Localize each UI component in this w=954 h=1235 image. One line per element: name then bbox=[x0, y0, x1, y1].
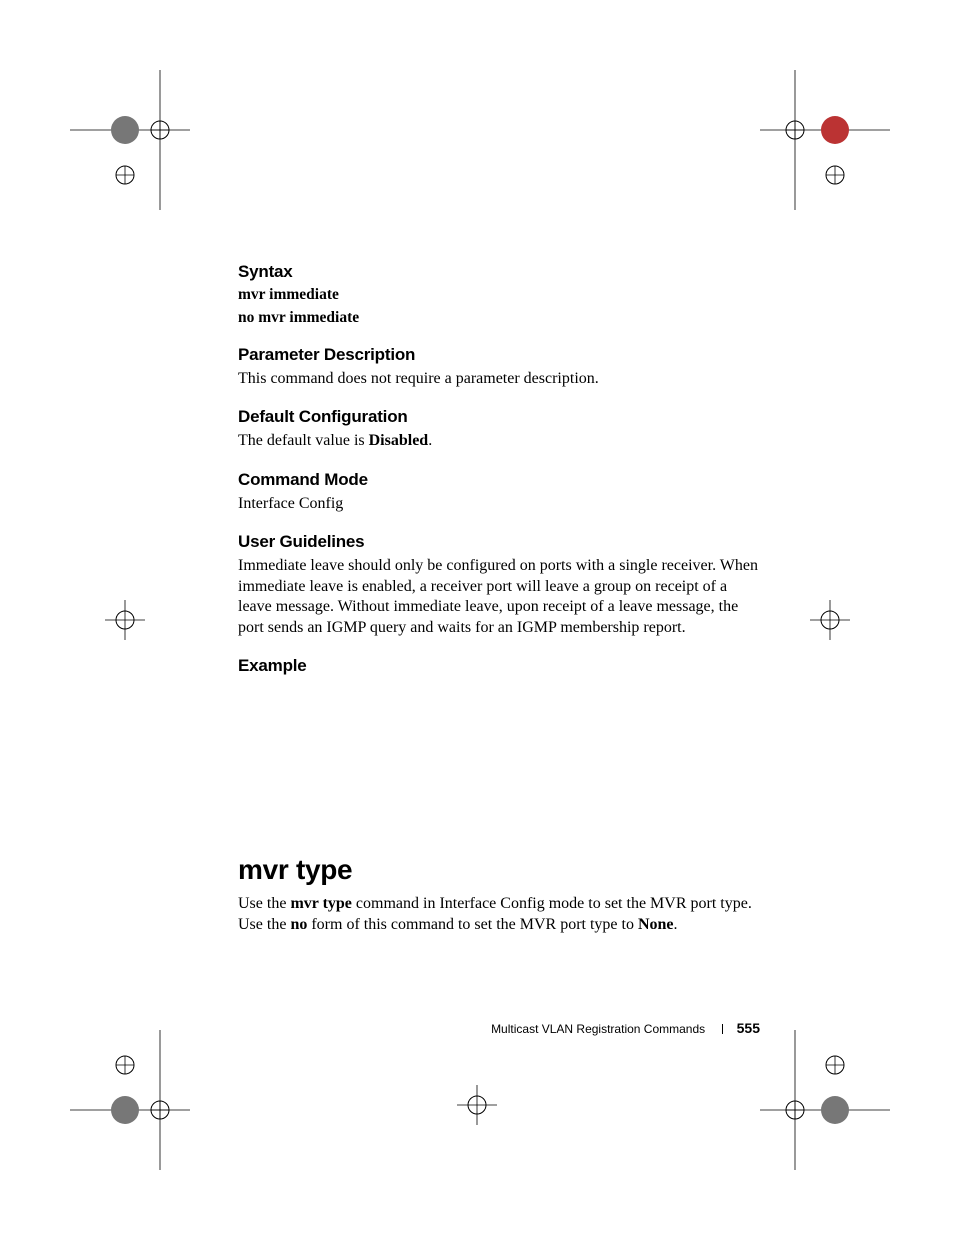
syntax-section: Syntax mvr immediate no mvr immediate bbox=[238, 262, 760, 327]
mvr-type-command: mvr type Use the mvr type command in Int… bbox=[238, 854, 760, 935]
user-guidelines-text: Immediate leave should only be configure… bbox=[238, 556, 760, 638]
page-footer: Multicast VLAN Registration Commands 555 bbox=[238, 1020, 760, 1037]
default-config-section: Default Configuration The default value … bbox=[238, 407, 760, 451]
footer-page-number: 555 bbox=[737, 1020, 760, 1036]
default-config-value: Disabled bbox=[369, 432, 429, 449]
example-heading: Example bbox=[238, 656, 760, 676]
crop-mark-bottom-center bbox=[447, 1075, 507, 1135]
spacer bbox=[238, 694, 760, 854]
command-description: Use the mvr type command in Interface Co… bbox=[238, 894, 760, 935]
crop-mark-bottom-left bbox=[70, 1030, 190, 1170]
cmd-p1e: form of this command to set the MVR port… bbox=[307, 916, 638, 933]
default-config-text: The default value is Disabled. bbox=[238, 431, 760, 451]
footer-chapter: Multicast VLAN Registration Commands bbox=[491, 1022, 705, 1036]
default-config-heading: Default Configuration bbox=[238, 407, 760, 427]
parameter-heading: Parameter Description bbox=[238, 345, 760, 365]
crop-mark-mid-right bbox=[800, 590, 860, 650]
crop-mark-bottom-right bbox=[760, 1030, 890, 1170]
crop-mark-top-left bbox=[70, 70, 190, 210]
parameter-section: Parameter Description This command does … bbox=[238, 345, 760, 389]
user-guidelines-heading: User Guidelines bbox=[238, 532, 760, 552]
default-config-prefix: The default value is bbox=[238, 432, 369, 449]
command-mode-section: Command Mode Interface Config bbox=[238, 470, 760, 514]
user-guidelines-section: User Guidelines Immediate leave should o… bbox=[238, 532, 760, 638]
parameter-text: This command does not require a paramete… bbox=[238, 369, 760, 389]
cmd-p1f: None bbox=[638, 916, 674, 933]
cmd-p1g: . bbox=[674, 916, 678, 933]
footer-separator bbox=[722, 1024, 723, 1034]
cmd-p1b: mvr type bbox=[290, 895, 351, 912]
example-section: Example bbox=[238, 656, 760, 676]
cmd-p1a: Use the bbox=[238, 895, 290, 912]
command-mode-text: Interface Config bbox=[238, 494, 760, 514]
syntax-command-2: no mvr immediate bbox=[238, 309, 760, 327]
cmd-p1d: no bbox=[290, 916, 307, 933]
page: Syntax mvr immediate no mvr immediate Pa… bbox=[0, 0, 954, 1235]
default-config-suffix: . bbox=[428, 432, 432, 449]
syntax-command-1: mvr immediate bbox=[238, 286, 760, 304]
command-mode-heading: Command Mode bbox=[238, 470, 760, 490]
crop-mark-mid-left bbox=[95, 590, 155, 650]
syntax-heading: Syntax bbox=[238, 262, 760, 282]
page-content: Syntax mvr immediate no mvr immediate Pa… bbox=[238, 262, 760, 953]
command-title: mvr type bbox=[238, 854, 760, 886]
crop-mark-top-right bbox=[760, 70, 890, 210]
